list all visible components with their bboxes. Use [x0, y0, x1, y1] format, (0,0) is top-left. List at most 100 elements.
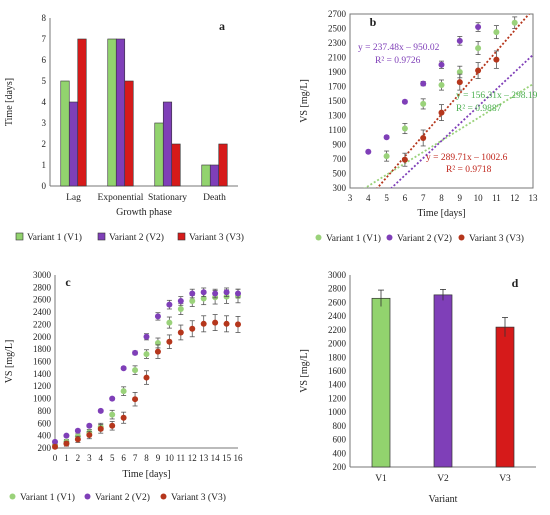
data-point — [200, 320, 207, 327]
data-point — [120, 365, 127, 372]
y-tick-label: 2700 — [328, 9, 347, 19]
y-tick-label: 2200 — [328, 325, 347, 335]
bar — [154, 122, 164, 187]
trendline-equation: y = 156.31x – 298.19 — [456, 91, 538, 101]
bar — [77, 38, 87, 187]
data-point — [177, 329, 184, 336]
panel-letter: c — [65, 275, 71, 289]
y-tick-label: 2400 — [33, 307, 52, 317]
bar — [60, 80, 70, 187]
x-tick-label: 11 — [176, 453, 185, 463]
y-tick-label: 600 — [333, 435, 347, 445]
y-tick-label: 500 — [333, 169, 347, 179]
y-tick-label: 2200 — [33, 319, 52, 329]
bar — [124, 80, 134, 187]
data-point — [223, 320, 230, 327]
data-point — [109, 411, 116, 418]
x-tick-label: 8 — [439, 193, 444, 203]
y-tick-label: 600 — [38, 418, 52, 428]
data-point — [97, 407, 104, 414]
data-point — [166, 301, 173, 308]
x-tick-label: Stationary — [148, 193, 187, 203]
y-tick-label: 700 — [333, 154, 347, 164]
x-tick-label: 7 — [421, 193, 426, 203]
data-point — [212, 290, 219, 297]
data-point — [177, 297, 184, 304]
x-tick-label: 5 — [384, 193, 389, 203]
data-point — [143, 333, 150, 340]
trendline-equation: y = 237.48x – 950.02 — [358, 43, 440, 53]
x-tick-label: 6 — [403, 193, 408, 203]
panel-c: 200 400 600 800 1000 1200 1400 1600 1800 2000 2200… — [4, 270, 243, 503]
y-tick-label: 2400 — [328, 311, 347, 321]
x-tick-label: 4 — [99, 453, 104, 463]
y-tick-label: 1400 — [328, 380, 347, 390]
data-point — [132, 349, 139, 356]
data-point — [52, 438, 58, 445]
y-tick-label: 5 — [42, 76, 47, 86]
data-point — [383, 134, 390, 141]
x-tick-label: 3 — [348, 193, 353, 203]
y-tick-label: 1700 — [328, 82, 347, 92]
data-point — [52, 443, 58, 450]
data-point — [166, 338, 173, 345]
data-point — [235, 321, 241, 328]
data-point — [493, 56, 500, 63]
y-tick-label: 2800 — [33, 282, 52, 292]
y-tick-label: 1800 — [328, 352, 347, 362]
y-tick-label: 2300 — [328, 38, 347, 48]
legend-marker — [386, 234, 393, 241]
legend-marker — [160, 493, 167, 500]
y-tick-label: 1300 — [328, 111, 347, 121]
data-point — [132, 367, 139, 374]
y-axis-title: Time [days] — [4, 78, 15, 126]
data-point — [189, 290, 196, 297]
x-tick-label: 9 — [156, 453, 161, 463]
bar — [107, 38, 117, 187]
trendline — [390, 54, 533, 188]
y-tick-label: 1000 — [328, 407, 347, 417]
y-tick-label: 200 — [38, 443, 52, 453]
data-point — [132, 396, 139, 403]
y-tick-label: 2000 — [328, 339, 347, 349]
x-tick-label: 12 — [188, 453, 197, 463]
data-point — [456, 79, 463, 86]
data-point — [74, 436, 81, 443]
bar — [495, 326, 515, 468]
y-tick-label: 800 — [333, 421, 347, 431]
data-point — [143, 351, 150, 358]
y-tick-label: 1400 — [33, 369, 52, 379]
data-point — [109, 395, 116, 402]
data-point — [166, 319, 173, 326]
data-point — [154, 348, 161, 355]
x-tick-label: 13 — [529, 193, 539, 203]
trendline-r2: R² = 0.9887 — [456, 104, 502, 114]
panel-d: 200 400 600 800 1000 1200 1400 1600 1800 2000 2200… — [299, 270, 536, 505]
y-tick-label: 1200 — [33, 381, 52, 391]
data-point — [511, 19, 518, 26]
y-tick-label: 200 — [333, 462, 347, 472]
legend-entry: Variant 3 (V3) — [171, 492, 226, 503]
y-tick-label: 8 — [42, 13, 47, 23]
y-tick-label: 1100 — [328, 125, 346, 135]
legend-marker — [315, 234, 322, 241]
legend-entry: Variant 2 (V2) — [95, 492, 150, 503]
data-point — [420, 134, 427, 141]
data-point — [177, 305, 184, 312]
x-axis-title: Variant — [429, 494, 458, 505]
data-point — [235, 290, 241, 297]
data-point — [120, 388, 127, 395]
x-tick-label: 16 — [234, 453, 244, 463]
x-tick-label: V2 — [437, 474, 449, 484]
y-tick-label: 6 — [42, 55, 47, 65]
data-point — [143, 374, 150, 381]
data-point — [223, 289, 230, 296]
x-tick-label: Death — [203, 193, 226, 203]
bar — [162, 101, 173, 187]
x-tick-label: 0 — [53, 453, 58, 463]
x-tick-label: 9 — [458, 193, 463, 203]
data-point — [420, 100, 427, 107]
y-tick-label: 4 — [42, 97, 47, 107]
x-axis-title: Growth phase — [116, 207, 172, 218]
